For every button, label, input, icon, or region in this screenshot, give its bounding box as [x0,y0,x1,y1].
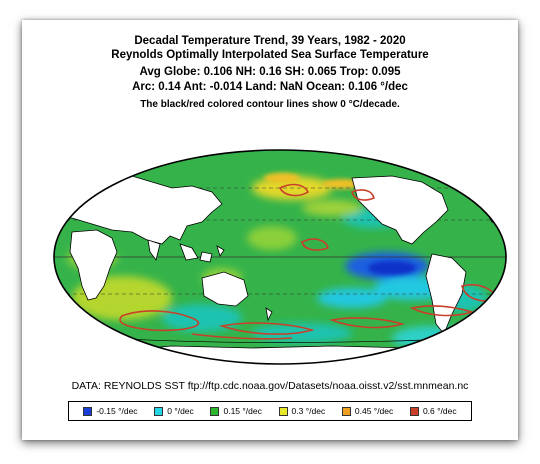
legend-label: 0 °/dec [167,406,194,416]
stats-line-1: Avg Globe: 0.106 NH: 0.16 SH: 0.065 Trop… [139,66,401,78]
legend-swatch [154,406,164,416]
legend-label: 0.6 °/dec [422,406,457,416]
legend-label: 0.15 °/dec [223,406,262,416]
legend-label: 0.45 °/dec [354,406,394,416]
stats-line-2: Arc: 0.14 Ant: -0.014 Land: NaN Ocean: 0… [132,81,408,93]
legend-swatch [341,406,351,416]
contour-note: The black/red colored contour lines show… [140,99,400,110]
legend-swatch [83,406,93,416]
globe-outline [53,149,507,365]
legend-swatch [210,406,220,416]
legend-entry: 0.45 °/dec [341,406,394,416]
legend-entry: -0.15 °/dec [83,406,138,416]
legend-label: 0.3 °/dec [291,406,326,416]
legend-entry: 0 °/dec [154,406,194,416]
legend-swatch [409,406,419,416]
title-line-2: Reynolds Optimally Interpolated Sea Surf… [111,49,429,61]
legend-label: -0.15 °/dec [96,406,138,416]
legend-swatch [278,406,288,416]
legend-entry: 0.15 °/dec [210,406,262,416]
world-map [53,149,507,365]
legend-entry: 0.6 °/dec [409,406,457,416]
figure-card: Decadal Temperature Trend, 39 Years, 198… [22,20,518,440]
data-source: DATA: REYNOLDS SST ftp://ftp.cdc.noaa.go… [71,380,469,392]
title-line-1: Decadal Temperature Trend, 39 Years, 198… [134,35,406,47]
legend-entry: 0.3 °/dec [278,406,326,416]
title-block: Decadal Temperature Trend, 39 Years, 198… [22,34,518,112]
legend: -0.15 °/dec 0 °/dec 0.15 °/dec 0.3 °/dec… [68,401,472,421]
ocean-field [54,150,506,364]
